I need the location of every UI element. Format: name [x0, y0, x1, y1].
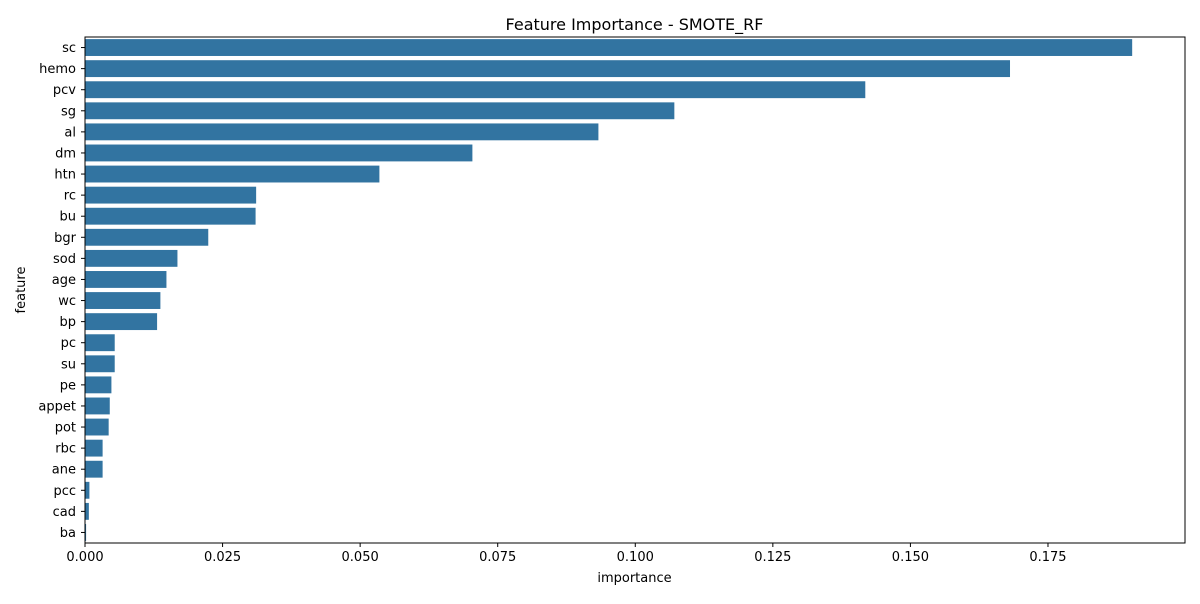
x-axis-label: importance: [597, 571, 671, 586]
y-tick-label: pcv: [53, 83, 76, 98]
bar-wc: [85, 292, 161, 309]
bar-ane: [85, 460, 103, 478]
bar-bp: [85, 313, 158, 331]
y-tick-label: appet: [38, 399, 76, 414]
bar-rc: [85, 186, 257, 204]
plot-frame: [84, 36, 1186, 544]
y-axis-label: feature: [14, 267, 29, 314]
y-tick-label: bgr: [54, 231, 77, 246]
bar-bu: [85, 207, 256, 225]
y-tick-label: pe: [60, 378, 76, 393]
bar-dm: [85, 144, 473, 162]
y-tick-label: htn: [54, 168, 76, 183]
bar-sod: [85, 249, 178, 267]
y-tick-label: wc: [58, 294, 76, 309]
x-tick-label: 0.050: [342, 550, 379, 565]
x-tick-label: 0.000: [66, 550, 103, 565]
bar-pot: [85, 418, 109, 436]
bar-pcv: [85, 81, 866, 99]
y-tick-label: su: [61, 357, 76, 372]
bar-pc: [85, 334, 115, 352]
bar-age: [85, 271, 167, 288]
axes-layer: sc hemo pcv sg al dm htn rc bu bgr sod age wc bp pc su p…: [38, 36, 1186, 565]
x-tick-label: 0.175: [1029, 550, 1066, 565]
y-tick-label: al: [64, 125, 76, 140]
y-tick-label: sc: [62, 41, 76, 56]
y-tick-label: sod: [53, 252, 76, 267]
x-tick-label: 0.125: [754, 550, 791, 565]
y-tick-label: rc: [64, 189, 76, 204]
bar-su: [85, 355, 115, 373]
bar-appet: [85, 397, 110, 415]
y-tick-label: ba: [60, 526, 76, 541]
bar-pe: [85, 376, 112, 394]
y-tick-label: bu: [60, 210, 77, 225]
bar-sg: [85, 102, 675, 120]
y-tick-label: bp: [59, 315, 76, 330]
y-tick-label: ane: [52, 463, 76, 478]
bars-layer: [85, 39, 1133, 541]
x-tick-label: 0.150: [892, 550, 929, 565]
bar-pcc: [85, 481, 90, 499]
x-tick-label: 0.100: [617, 550, 654, 565]
y-tick-label: rbc: [55, 442, 76, 457]
y-tick-label: dm: [55, 146, 76, 161]
bar-hemo: [85, 60, 1011, 78]
y-tick-label: pc: [61, 336, 76, 351]
bar-al: [85, 123, 599, 141]
x-tick-label: 0.075: [479, 550, 516, 565]
x-tick-label: 0.025: [204, 550, 241, 565]
bar-ba: [85, 524, 87, 541]
bar-rbc: [85, 439, 103, 457]
y-tick-label: pcc: [53, 484, 76, 499]
bar-bgr: [85, 228, 209, 246]
bar-sc: [85, 39, 1133, 56]
y-tick-label: age: [52, 273, 76, 288]
chart-title: Feature Importance - SMOTE_RF: [506, 15, 764, 35]
bar-htn: [85, 165, 380, 183]
y-tick-label: sg: [61, 104, 76, 119]
y-tick-label: hemo: [39, 62, 76, 77]
bar-cad: [85, 502, 89, 520]
y-tick-label: cad: [53, 505, 76, 520]
y-tick-label: pot: [55, 421, 76, 436]
